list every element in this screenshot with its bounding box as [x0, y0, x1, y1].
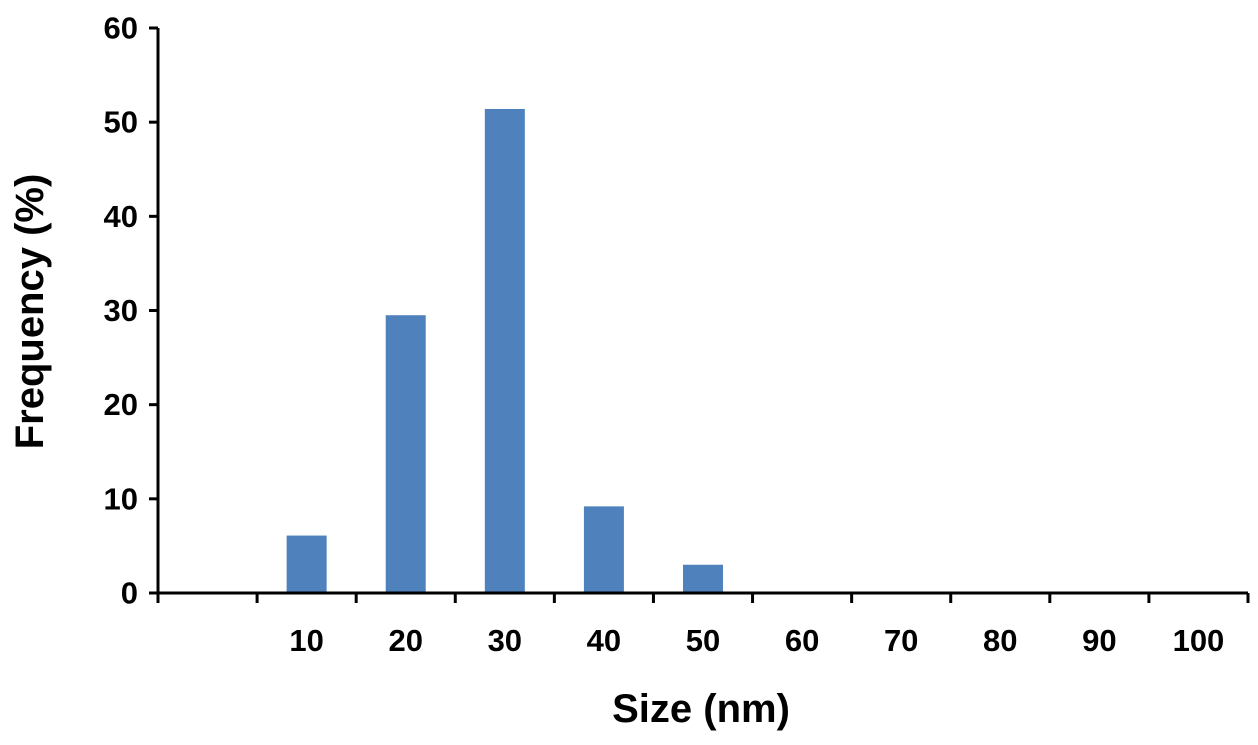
y-axis-title: Frequency (%) — [8, 174, 52, 450]
x-tick-label: 40 — [587, 623, 621, 658]
y-tick-label: 0 — [121, 576, 138, 611]
x-tick-label: 100 — [1173, 623, 1225, 658]
y-tick-label: 10 — [104, 481, 138, 516]
y-tick-label: 30 — [104, 293, 138, 328]
x-tick-label: 80 — [983, 623, 1017, 658]
x-tick-label: 70 — [884, 623, 918, 658]
y-ticks: 0 10 20 30 40 50 60 — [104, 11, 158, 611]
x-tick-label: 50 — [686, 623, 720, 658]
x-tick-label: 10 — [289, 623, 323, 658]
x-tick-label: 20 — [388, 623, 422, 658]
x-tick-label: 30 — [488, 623, 522, 658]
bar-40 — [583, 506, 624, 593]
axes-layer — [156, 28, 1248, 595]
bar-10 — [286, 535, 327, 593]
bar-20 — [385, 315, 426, 593]
bars-layer — [286, 108, 723, 593]
x-axis-title: Size (nm) — [612, 687, 790, 731]
y-tick-label: 60 — [104, 11, 138, 46]
x-tick-label: 60 — [785, 623, 819, 658]
x-tick-label: 90 — [1082, 623, 1116, 658]
y-tick-label: 50 — [104, 105, 138, 140]
y-tick-label: 40 — [104, 199, 138, 234]
bar-30 — [484, 108, 525, 593]
bar-50 — [683, 564, 723, 593]
y-tick-label: 20 — [104, 387, 138, 422]
x-ticks: 10 20 30 40 50 60 70 80 90 100 — [156, 593, 1250, 658]
